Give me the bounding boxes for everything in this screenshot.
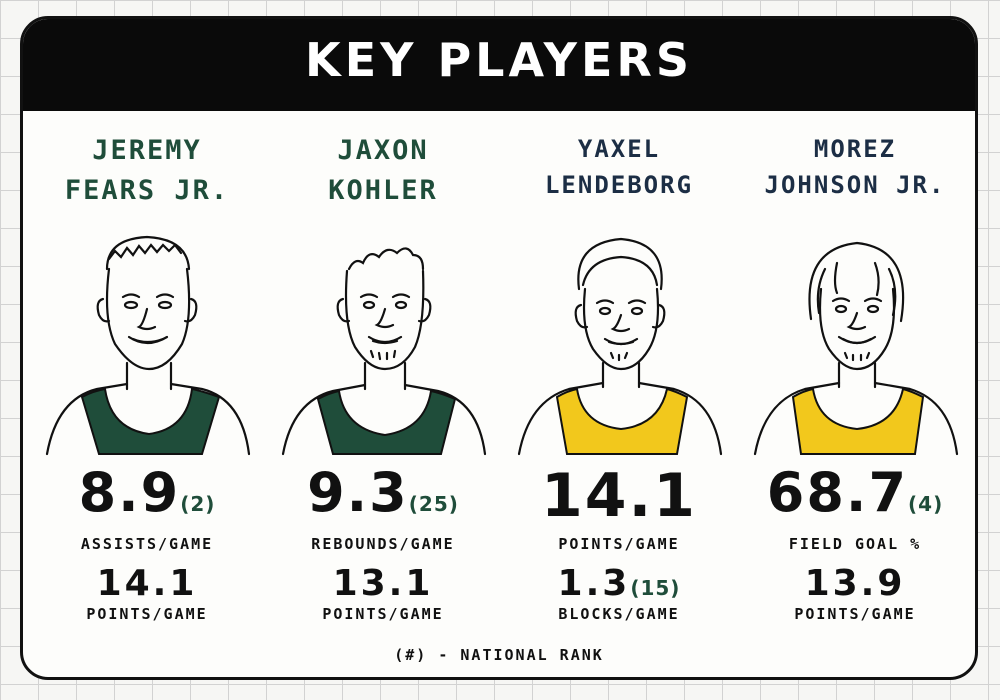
player-card: MOREZ JOHNSON JR. 68.7(4) FIELD GOAL % 1… [737, 111, 973, 651]
secondary-stat: 1.3(15) [501, 563, 737, 604]
secondary-stat-label: POINTS/GAME [794, 605, 916, 623]
national-rank: (25) [408, 492, 459, 516]
primary-stat: 14.1 [501, 461, 737, 531]
primary-stat-label: POINTS/GAME [558, 535, 680, 553]
page-title: KEY PLAYERS [305, 33, 693, 87]
primary-stat-value: 68.7 [766, 461, 909, 524]
secondary-stat-label: BLOCKS/GAME [558, 605, 680, 623]
secondary-stat-label: POINTS/GAME [322, 605, 444, 623]
secondary-stat-value: 14.1 [96, 563, 198, 604]
primary-stat-label: FIELD GOAL % [788, 535, 922, 553]
primary-stat: 9.3(25) [265, 461, 501, 524]
player-card: YAXEL LENDEBORG 14.1 POINTS/GAME [501, 111, 737, 651]
player-portrait [45, 235, 251, 456]
player-name: JAXON KOHLER [328, 135, 438, 206]
national-rank: (4) [908, 492, 944, 516]
secondary-stat-value: 13.9 [804, 563, 906, 604]
player-portrait [753, 241, 959, 456]
player-name: MOREZ JOHNSON JR. [764, 135, 946, 199]
player-card: JAXON KOHLER 9.3(25) REBOUNDS/GAME 13 [265, 111, 501, 651]
primary-stat-value: 8.9 [78, 461, 181, 524]
secondary-stat-value: 1.3 [557, 563, 631, 604]
player-card: JEREMY FEARS JR. 8.9(2) ASSISTS/GAME [29, 111, 265, 651]
player-name: JEREMY FEARS JR. [64, 135, 230, 206]
title-banner: KEY PLAYERS [23, 19, 975, 111]
national-rank: (2) [180, 492, 216, 516]
national-rank: (15) [630, 576, 681, 600]
secondary-stat-label: POINTS/GAME [86, 605, 208, 623]
primary-stat-label: REBOUNDS/GAME [311, 535, 455, 553]
key-players-card: KEY PLAYERS JEREMY FEARS JR. 8.9(2) [20, 16, 978, 680]
primary-stat-label: ASSISTS/GAME [80, 535, 214, 553]
primary-stat-value: 9.3 [307, 461, 409, 524]
player-portrait [517, 237, 723, 456]
player-name: YAXEL LENDEBORG [544, 135, 694, 199]
primary-stat-value: 14.1 [540, 461, 698, 531]
national-rank-footnote: (#) - NATIONAL RANK [394, 646, 604, 664]
primary-stat: 8.9(2) [29, 461, 265, 524]
player-portrait [281, 247, 487, 456]
primary-stat: 68.7(4) [737, 461, 973, 524]
secondary-stat-value: 13.1 [332, 563, 434, 604]
